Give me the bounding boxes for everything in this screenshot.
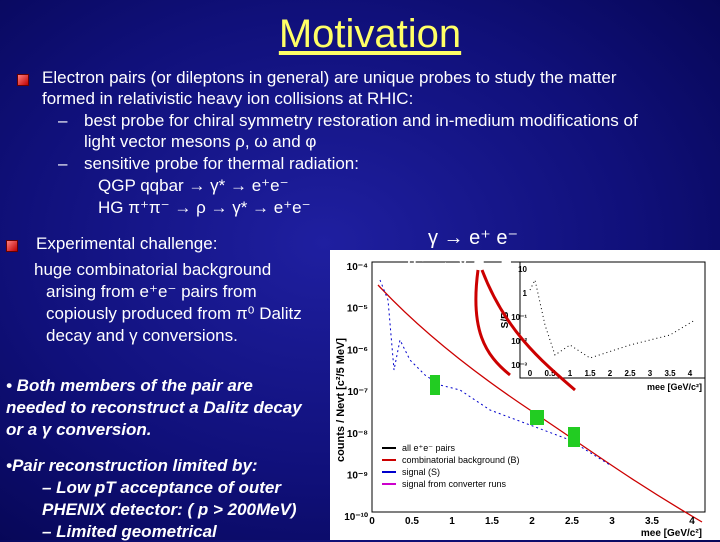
inset-x-label: mee [GeV/c²] bbox=[647, 382, 702, 392]
inset-x-tick-label: 2 bbox=[608, 369, 613, 378]
converter-box bbox=[530, 410, 544, 425]
text-line: HG π⁺π⁻ → ρ → γ* → e⁺e⁻ bbox=[98, 198, 311, 217]
legend-label: signal (S) bbox=[402, 467, 440, 477]
y-tick-label: 10⁻⁸ bbox=[347, 429, 368, 440]
slide-title: Motivation bbox=[278, 12, 462, 56]
text-line: copiously produced from π⁰ Dalitz bbox=[46, 304, 302, 323]
inset-y-tick-label: 10⁻² bbox=[511, 337, 527, 346]
inset-y-tick-label: 10⁻¹ bbox=[511, 313, 527, 322]
inset-x-tick-label: 1.5 bbox=[584, 369, 596, 378]
text-line: or a γ conversion. bbox=[6, 420, 152, 439]
text-line: best probe for chiral symmetry restorati… bbox=[84, 111, 638, 130]
y-tick-label: 10⁻⁶ bbox=[347, 345, 368, 356]
signal-points bbox=[379, 279, 611, 466]
text-line: Experimental challenge: bbox=[36, 234, 218, 253]
text-line: Electron pairs (or dileptons in general)… bbox=[42, 68, 617, 87]
text-line: – Limited geometrical bbox=[42, 522, 217, 541]
inset-y-tick-label: 10 bbox=[518, 265, 527, 274]
x-tick-label: 1.5 bbox=[485, 516, 499, 527]
text-line: • Both members of the pair are bbox=[6, 376, 253, 395]
text-line: formed in relativistic heavy ion collisi… bbox=[42, 89, 414, 108]
bullet-icon bbox=[17, 74, 29, 86]
x-tick-label: 3 bbox=[609, 516, 615, 527]
text-line: PHENIX detector: ( p > 200MeV) bbox=[42, 500, 297, 519]
text-line: arising from e⁺e⁻ pairs from bbox=[46, 282, 257, 301]
x-tick-label: 3.5 bbox=[645, 516, 659, 527]
text-line: – Low pT acceptance of outer bbox=[42, 478, 281, 497]
inset-y-label: S/B bbox=[500, 312, 511, 329]
bullet-icon bbox=[6, 240, 18, 252]
inset-x-tick-label: 4 bbox=[688, 369, 693, 378]
y-axis-label: counts / Nevt [c²/5 MeV] bbox=[335, 338, 347, 462]
converter-box bbox=[568, 427, 580, 447]
dash: – bbox=[58, 154, 68, 173]
annotation: γ → e⁺ e⁻ bbox=[428, 227, 518, 249]
x-tick-label: 1 bbox=[449, 516, 455, 527]
y-tick-label: 10⁻⁴ bbox=[347, 262, 368, 273]
dash: – bbox=[58, 111, 68, 130]
text-line: needed to reconstruct a Dalitz decay bbox=[6, 398, 302, 417]
inset-y-tick-label: 10⁻³ bbox=[511, 361, 527, 370]
x-tick-label: 0 bbox=[369, 516, 375, 527]
legend-label: combinatorial background (B) bbox=[402, 455, 520, 465]
text-line: decay and γ conversions. bbox=[46, 326, 238, 345]
inset-x-tick-label: 3.5 bbox=[664, 369, 676, 378]
legend-label: signal from converter runs bbox=[402, 479, 507, 489]
inset-y-tick-label: 1 bbox=[523, 289, 528, 298]
x-axis-label: mee [GeV/c²] bbox=[641, 528, 702, 539]
inset-x-tick-label: 2.5 bbox=[624, 369, 636, 378]
inset-x-tick-label: 0.5 bbox=[544, 369, 556, 378]
x-tick-label: 0.5 bbox=[405, 516, 419, 527]
text-line: light vector mesons ρ, ω and φ bbox=[84, 132, 317, 151]
text-line: sensitive probe for thermal radiation: bbox=[84, 154, 359, 173]
inset-x-tick-label: 1 bbox=[568, 369, 573, 378]
x-tick-label: 4 bbox=[689, 516, 695, 527]
text-line: QGP qqbar → γ* → e⁺e⁻ bbox=[98, 176, 289, 195]
y-tick-label: 10⁻¹⁰ bbox=[344, 512, 368, 523]
text-line: •Pair reconstruction limited by: bbox=[6, 456, 258, 475]
legend-label: all e⁺e⁻ pairs bbox=[402, 443, 456, 453]
inset-frame bbox=[519, 261, 706, 379]
y-tick-label: 10⁻⁷ bbox=[347, 387, 368, 398]
inset-x-tick-label: 0 bbox=[528, 369, 533, 378]
x-tick-label: 2 bbox=[529, 516, 535, 527]
x-tick-label: 2.5 bbox=[565, 516, 579, 527]
inset-points bbox=[529, 278, 696, 359]
converter-box bbox=[430, 375, 440, 395]
text-line: huge combinatorial background bbox=[34, 260, 272, 279]
inset-x-tick-label: 3 bbox=[648, 369, 653, 378]
y-tick-label: 10⁻⁵ bbox=[347, 304, 368, 315]
y-tick-label: 10⁻⁹ bbox=[347, 471, 368, 482]
figure: counts / Nevt [c²/5 MeV] mee [GeV/c²] S/… bbox=[330, 250, 720, 540]
